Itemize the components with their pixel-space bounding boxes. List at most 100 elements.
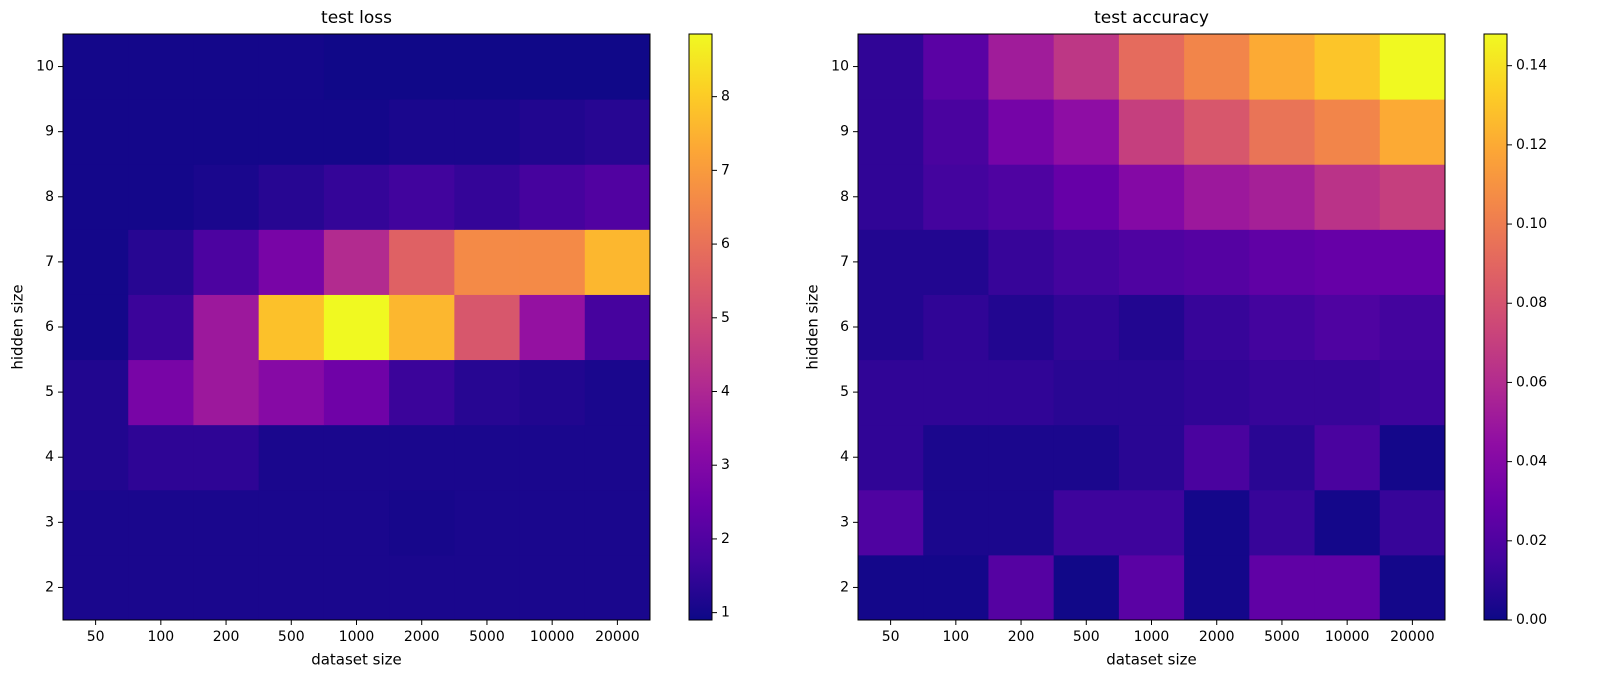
heatmap-cell (193, 99, 260, 165)
colorbar (688, 33, 713, 621)
heatmap-cell (454, 294, 521, 361)
y-tick-label: 3 (45, 514, 54, 530)
heatmap-cell (584, 164, 651, 230)
colorbar-tick-label: 0.06 (1516, 374, 1547, 390)
x-tick-label: 20000 (595, 629, 640, 645)
heatmap-cell (923, 554, 989, 621)
heatmap-cell (1314, 99, 1381, 165)
heatmap-cell (1379, 489, 1446, 556)
x-tick-label: 50 (87, 629, 105, 645)
heatmap-cell (923, 489, 989, 556)
heatmap-cell (63, 489, 129, 556)
heatmap-cell (454, 489, 521, 556)
heatmap-cell (193, 359, 260, 426)
heatmap-cell (923, 294, 989, 361)
heatmap-cell (988, 424, 1055, 491)
heatmap-cell (389, 359, 455, 426)
heatmap-cell (1118, 359, 1185, 426)
heatmap-cell (63, 359, 129, 426)
heatmap-cell (858, 99, 924, 165)
x-tick-label: 10000 (1325, 629, 1370, 645)
heatmap-cell (193, 554, 260, 621)
heatmap-cell (63, 34, 129, 100)
colorbar-tick-label: 0.02 (1516, 533, 1547, 549)
heatmap-cell (454, 359, 521, 426)
colorbar-tick-label: 0.00 (1516, 612, 1547, 628)
heatmap-cell (323, 294, 390, 361)
y-axis-label: hidden size (804, 284, 822, 369)
heatmap-cell (1314, 164, 1381, 230)
colorbar-tick-label: 0.08 (1516, 295, 1547, 311)
x-tick-label: 500 (278, 629, 305, 645)
x-tick-label: 1000 (339, 629, 375, 645)
heatmap-cell (1314, 229, 1381, 295)
heatmap-cell (1379, 554, 1446, 621)
heatmap-cell (389, 164, 455, 230)
heatmap-cell (63, 99, 129, 165)
heatmap-cell (1118, 164, 1185, 230)
heatmap-cell (1314, 294, 1381, 361)
heatmap-cell (1249, 229, 1316, 295)
heatmap-cell (988, 229, 1055, 295)
heatmap-cell (323, 99, 390, 165)
y-tick-label: 6 (45, 319, 54, 335)
heatmap-cell (1379, 99, 1446, 165)
x-tick-label: 20000 (1390, 629, 1435, 645)
heatmap-cell (519, 489, 586, 556)
y-axis-label: hidden size (9, 284, 27, 369)
y-tick-label: 3 (840, 514, 849, 530)
y-tick-label: 9 (840, 124, 849, 140)
heatmap-cell (988, 294, 1055, 361)
heatmap-cell (193, 489, 260, 556)
heatmap-cell (1053, 34, 1120, 100)
y-tick-label: 10 (831, 59, 849, 75)
heatmap-cell (1053, 229, 1120, 295)
heatmap-cell (128, 99, 194, 165)
heatmap-cell (323, 424, 390, 491)
heatmap-cell (193, 229, 260, 295)
heatmap-cell (858, 294, 924, 361)
heatmap-cell (323, 489, 390, 556)
heatmap-cell (1118, 489, 1185, 556)
y-tick-label: 8 (45, 189, 54, 205)
heatmap-cell (988, 34, 1055, 100)
heatmap-cell (519, 99, 586, 165)
heatmap-cell (128, 424, 194, 491)
x-axis-label: dataset size (1106, 651, 1197, 669)
heatmap-cell (258, 359, 325, 426)
heatmap-cell (1053, 359, 1120, 426)
heatmap-cell (584, 34, 651, 100)
heatmap-cell (128, 554, 194, 621)
chart-title: test loss (321, 8, 392, 28)
colorbar-tick-label: 0.12 (1516, 137, 1547, 153)
heatmap-cell (63, 554, 129, 621)
heatmap-cell (193, 164, 260, 230)
heatmap-cell (584, 99, 651, 165)
colorbar-tick-label: 1 (721, 605, 730, 621)
heatmap-cell (519, 554, 586, 621)
heatmap-cell (1184, 294, 1250, 361)
y-tick-label: 5 (45, 384, 54, 400)
heatmap-cell (1379, 34, 1446, 100)
heatmap-cell (389, 99, 455, 165)
heatmap-cell (1184, 229, 1250, 295)
heatmap-cell (988, 359, 1055, 426)
colorbar-tick-label: 7 (721, 162, 730, 178)
heatmap-cell (988, 489, 1055, 556)
heatmap-cell (858, 424, 924, 491)
heatmap-cell (1379, 164, 1446, 230)
y-tick-label: 9 (45, 124, 54, 140)
colorbar-tick-label: 0.04 (1516, 454, 1547, 470)
heatmap-cell (988, 554, 1055, 621)
colorbar-tick-label: 2 (721, 531, 730, 547)
heatmap-cell (389, 489, 455, 556)
heatmap-cell (258, 489, 325, 556)
heatmap-cell (858, 229, 924, 295)
heatmap-cell (193, 424, 260, 491)
x-tick-label: 100 (147, 629, 174, 645)
heatmap-cell (519, 34, 586, 100)
heatmap-cell (323, 34, 390, 100)
heatmap-cell (389, 554, 455, 621)
x-tick-label: 10000 (530, 629, 575, 645)
heatmap-cell (1184, 554, 1250, 621)
